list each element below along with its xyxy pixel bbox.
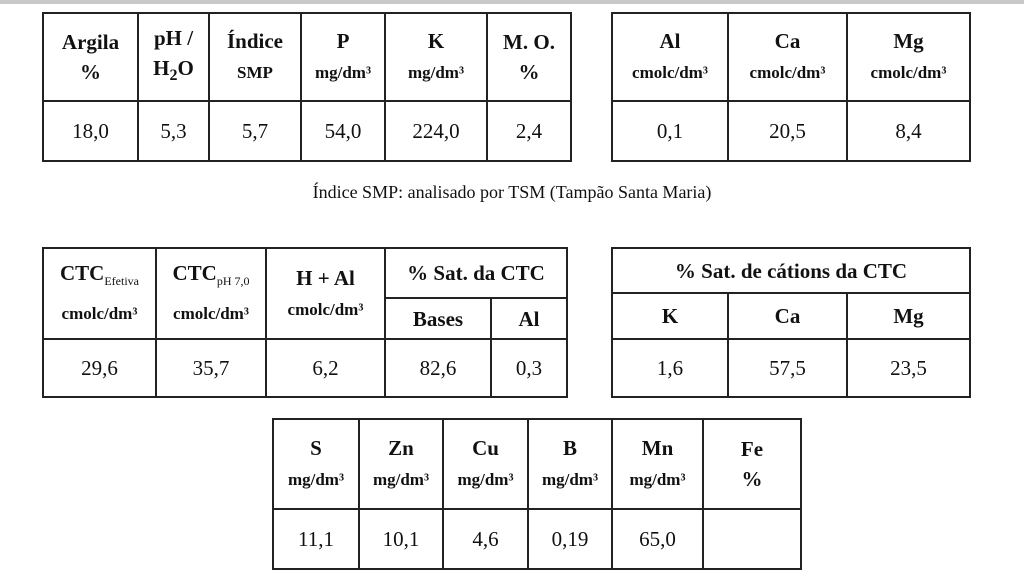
value-al: 0,1 [611,100,729,162]
value-mg: 8,4 [846,100,971,162]
header-argila: Argila% [42,12,139,102]
header-zn: Zn mg/dm³ [358,418,444,510]
header-ca-sat: Ca [727,292,848,340]
value-mo: 2,4 [486,100,572,162]
value-h-al: 6,2 [265,338,386,398]
header-ph: pH / H2O [137,12,210,102]
value-zn: 10,1 [358,508,444,570]
value-b: 0,19 [527,508,613,570]
value-smp: 5,7 [208,100,302,162]
table-ctc: CTCEfetiva cmolc/dm³ CTCpH 7,0 cmolc/dm³ H… [42,247,569,398]
header-sat-cations: % Sat. de cátions da CTC [610,247,972,294]
value-ca-sat: 57,5 [727,338,848,398]
header-mo: M. O.% [486,12,572,102]
value-ph: 5,3 [137,100,210,162]
value-ca: 20,5 [727,100,848,162]
value-k: 224,0 [384,100,488,162]
header-mg-sat: Mg [845,292,972,340]
value-k-sat: 1,6 [611,338,729,398]
value-bases: 82,6 [384,338,492,398]
header-mg: Mg cmolc/dm³ [846,12,971,102]
caption: Índice SMP: analisado por TSM (Tampão Sa… [312,182,712,202]
header-fe: Fe% [702,418,802,510]
table-sat-cations: % Sat. de cátions da CTC K Ca Mg 1,6 57,… [610,247,972,398]
value-al-sat: 0,3 [489,338,569,398]
table-cations: Al cmolc/dm³ Ca cmolc/dm³ Mg cmolc/dm³ 0,1 … [611,12,971,162]
header-indice-smp: Índice SMP [208,12,302,102]
value-cu: 4,6 [442,508,529,570]
value-argila: 18,0 [42,100,139,162]
value-ctc-ph7: 35,7 [155,338,267,398]
header-bases: Bases [384,297,492,340]
header-mn: Mn mg/dm³ [611,418,704,510]
value-mg-sat: 23,5 [845,338,972,398]
value-fe [702,508,802,570]
value-p: 54,0 [300,100,386,162]
header-ctc-ph7: CTCpH 7,0 cmolc/dm³ [155,247,267,340]
header-ctc-efetiva: CTCEfetiva cmolc/dm³ [42,247,157,340]
value-s: 11,1 [272,508,360,570]
header-al-sat: Al [489,297,569,340]
header-cu: Cu mg/dm³ [442,418,529,510]
header-k-sat: K [611,292,729,340]
header-sat-ctc: % Sat. da CTC [383,247,569,299]
header-al: Al cmolc/dm³ [611,12,729,102]
header-ca: Ca cmolc/dm³ [727,12,848,102]
value-ctc-efetiva: 29,6 [42,338,157,398]
value-mn: 65,0 [611,508,704,570]
header-h-al: H + Al cmolc/dm³ [265,247,386,340]
top-bar [0,0,1024,4]
